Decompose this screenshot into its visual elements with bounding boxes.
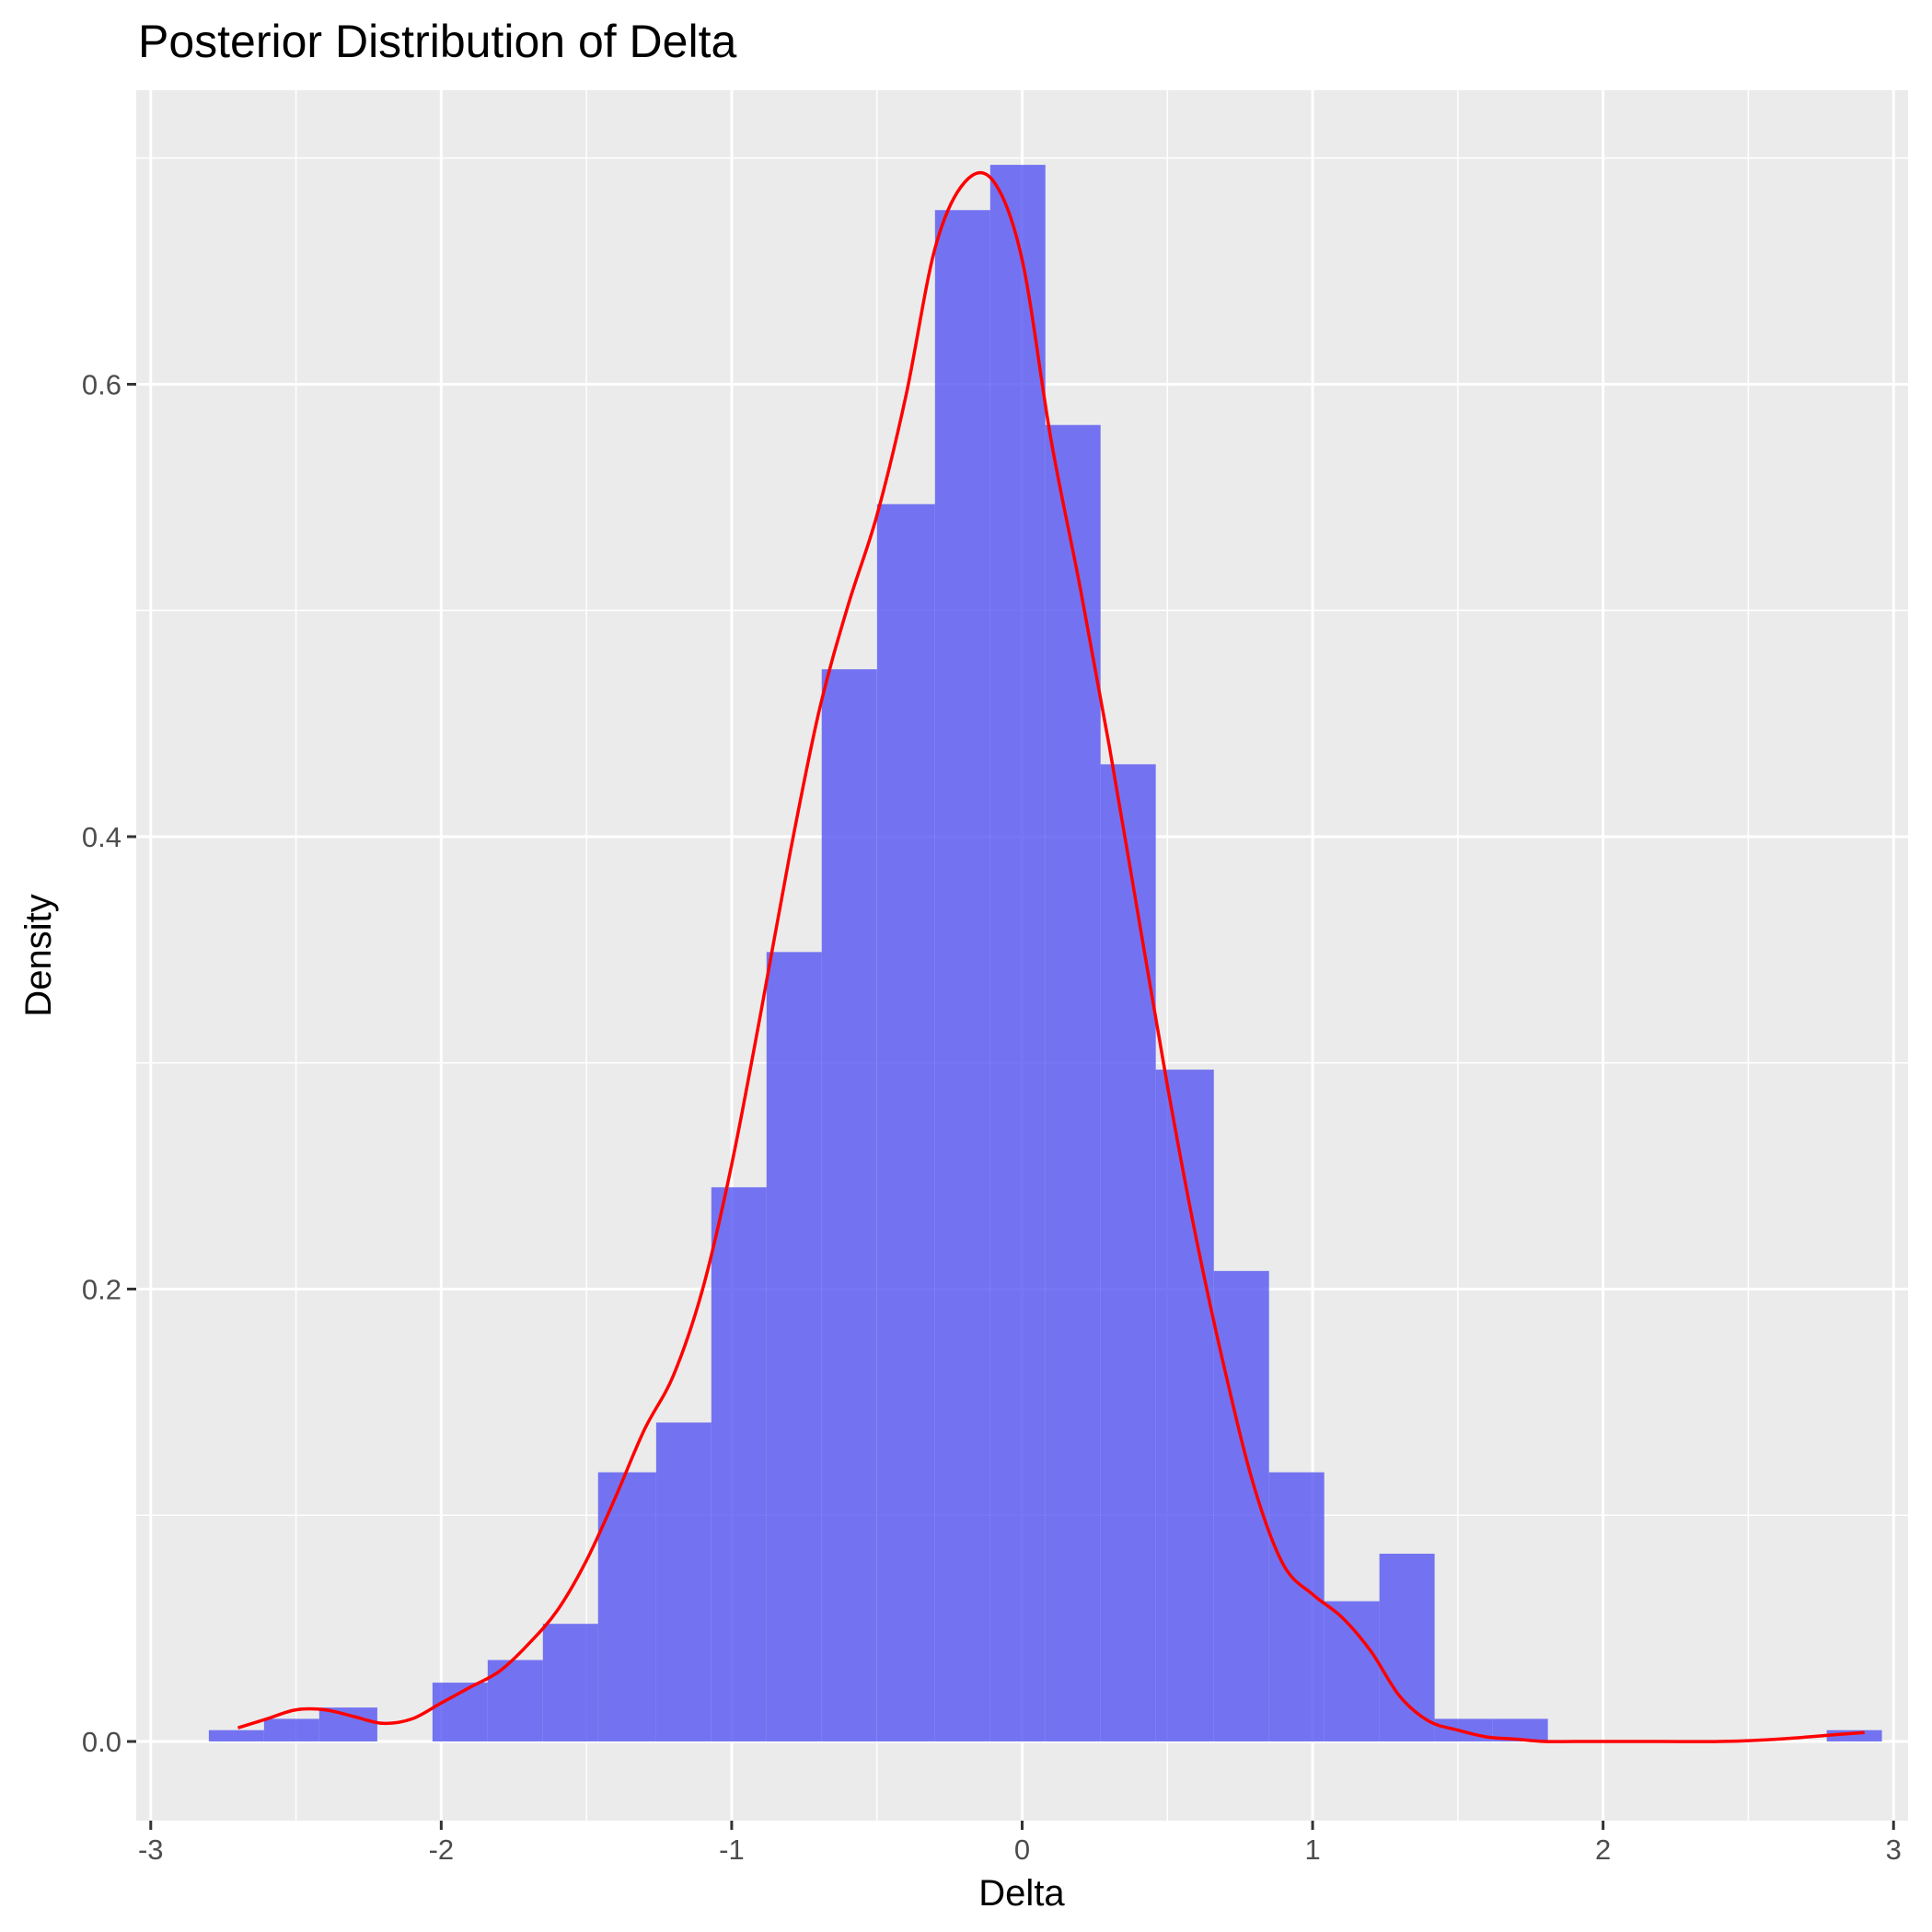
histogram-bar [1324, 1601, 1380, 1741]
histogram-bar [208, 1730, 264, 1741]
histogram-bar [934, 210, 990, 1741]
histogram-bar [876, 503, 935, 1741]
chart-title: Posterior Distribution of Delta [138, 16, 736, 67]
histogram-bar [1045, 424, 1101, 1741]
histogram-bars [208, 165, 1882, 1741]
x-tick-label: 1 [1304, 1834, 1320, 1866]
x-tick-label: -2 [429, 1834, 455, 1866]
y-axis-ticks: 0.0 0.2 0.4 0.6 [82, 368, 136, 1758]
histogram-bar [1100, 764, 1156, 1741]
histogram-bar [1268, 1472, 1325, 1741]
x-tick-label: -1 [719, 1834, 745, 1866]
y-tick-label: 0.2 [82, 1273, 121, 1305]
histogram-bar [263, 1718, 319, 1741]
y-tick-label: 0.4 [82, 821, 121, 853]
histogram-bar [1379, 1554, 1435, 1741]
x-axis-title: Delta [978, 1873, 1065, 1914]
histogram-bar [318, 1707, 377, 1741]
histogram-bar [711, 1186, 767, 1741]
x-tick-label: 0 [1014, 1834, 1030, 1866]
histogram-bar [655, 1422, 711, 1741]
histogram-bar [542, 1624, 598, 1741]
histogram-bar [821, 669, 877, 1741]
histogram-bar [1155, 1070, 1214, 1741]
y-tick-label: 0.0 [82, 1726, 121, 1758]
x-axis-ticks: -3 -2 -1 0 1 2 3 [138, 1821, 1902, 1866]
x-tick-label: -3 [138, 1834, 164, 1866]
density-curve [237, 170, 1865, 1743]
y-axis-title: Density [18, 894, 59, 1016]
histogram-bar [989, 165, 1046, 1741]
histogram-bar [766, 952, 822, 1741]
x-tick-label: 3 [1886, 1834, 1902, 1866]
y-tick-label: 0.6 [82, 368, 121, 400]
histogram-bar [597, 1472, 656, 1741]
x-tick-label: 2 [1595, 1834, 1611, 1866]
